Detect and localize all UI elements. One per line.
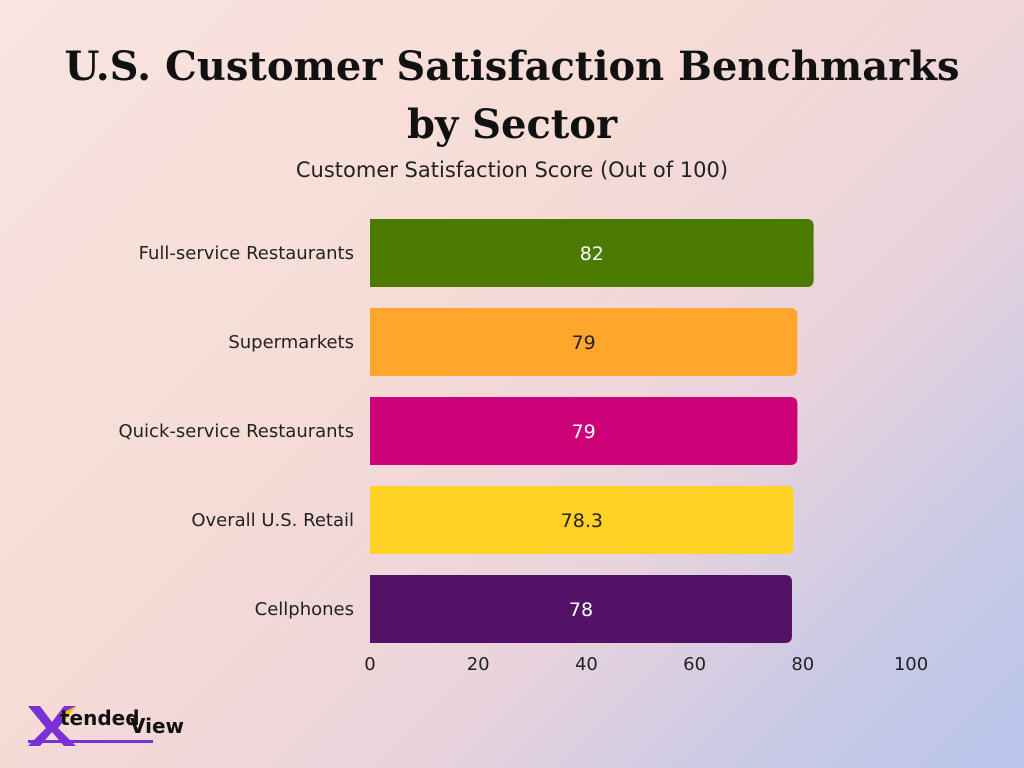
x-tick-label: 100 — [894, 654, 928, 675]
logo-mark-icon — [28, 706, 153, 746]
value-label: 78 — [569, 599, 593, 621]
value-label: 82 — [580, 243, 604, 265]
x-tick-label: 80 — [791, 654, 814, 675]
value-labels-group: 82 79 79 78.3 78 — [561, 243, 604, 621]
category-label: Quick-service Restaurants — [118, 421, 354, 442]
bar-4 — [370, 575, 792, 643]
value-label: 78.3 — [561, 510, 603, 532]
x-tick-label: 20 — [467, 654, 490, 675]
bar-2 — [370, 397, 798, 465]
x-tick-label: 40 — [575, 654, 598, 675]
bar-3 — [370, 486, 794, 554]
value-label: 79 — [572, 332, 596, 354]
bars-group — [370, 219, 814, 643]
chart-title: U.S. Customer Satisfaction Benchmarks by… — [64, 43, 960, 148]
chart-subtitle: Customer Satisfaction Score (Out of 100) — [295, 158, 729, 182]
bar-chart: Full-service Restaurants Supermarkets Quic… — [118, 219, 928, 675]
category-label: Overall U.S. Retail — [191, 510, 354, 531]
category-label: Cellphones — [255, 599, 354, 620]
x-axis-ticks-group: 0 20 40 60 80 100 — [364, 654, 928, 675]
category-label: Full-service Restaurants — [139, 243, 354, 264]
category-labels-group: Full-service Restaurants Supermarkets Quic… — [118, 243, 354, 620]
bar-0 — [370, 219, 814, 287]
logo-text-tended: tended — [60, 706, 140, 730]
x-tick-label: 60 — [683, 654, 706, 675]
value-label: 79 — [572, 421, 596, 443]
x-tick-label: 0 — [364, 654, 375, 675]
bar-1 — [370, 308, 798, 376]
logo-text-view: View — [130, 714, 185, 738]
category-label: Supermarkets — [228, 332, 354, 353]
